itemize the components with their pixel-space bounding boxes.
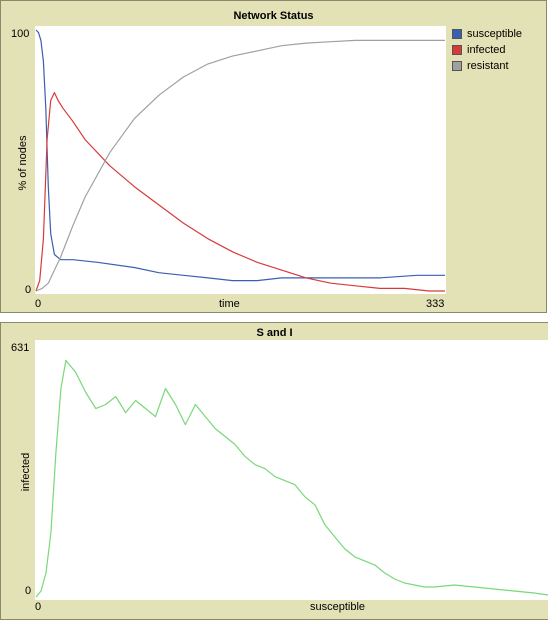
network-status-plot: Network Status 100 0 0 333 time % of nod… [0,0,547,313]
network-legend: susceptible infected resistant [452,26,522,74]
series-line-series-0 [35,359,548,598]
series-line-infected [35,91,445,292]
legend-item-resistant: resistant [452,58,522,74]
si-x-min-label: 0 [35,601,42,613]
network-y-axis-label: % of nodes [17,135,29,191]
s-and-i-plot-area [35,340,548,600]
network-y-min-label: 0 [25,284,32,296]
network-status-plot-area [35,26,446,294]
si-x-axis-label: susceptible [310,601,366,613]
legend-label-susceptible: susceptible [467,28,523,40]
susceptible-swatch [452,29,462,39]
series-line-resistant [35,39,445,292]
infected-swatch [452,45,462,55]
legend-label-infected: infected [467,44,506,56]
legend-item-infected: infected [452,42,522,58]
resistant-swatch [452,61,462,71]
network-x-min-label: 0 [35,298,42,310]
network-status-title: Network Status [233,10,314,22]
network-status-chart [35,29,445,292]
s-and-i-title: S and I [256,327,293,339]
si-y-axis-label: infected [20,452,32,492]
legend-item-susceptible: susceptible [452,26,522,42]
legend-label-resistant: resistant [467,60,509,72]
network-x-axis-label: time [219,298,240,310]
s-and-i-plot: S and I 631 0 0 susceptible infected [0,322,548,620]
network-y-max-label: 100 [11,28,30,40]
s-and-i-chart [35,359,548,598]
series-line-susceptible [35,29,445,282]
si-y-min-label: 0 [25,585,32,597]
si-y-max-label: 631 [11,342,30,354]
network-x-max-label: 333 [426,298,445,310]
